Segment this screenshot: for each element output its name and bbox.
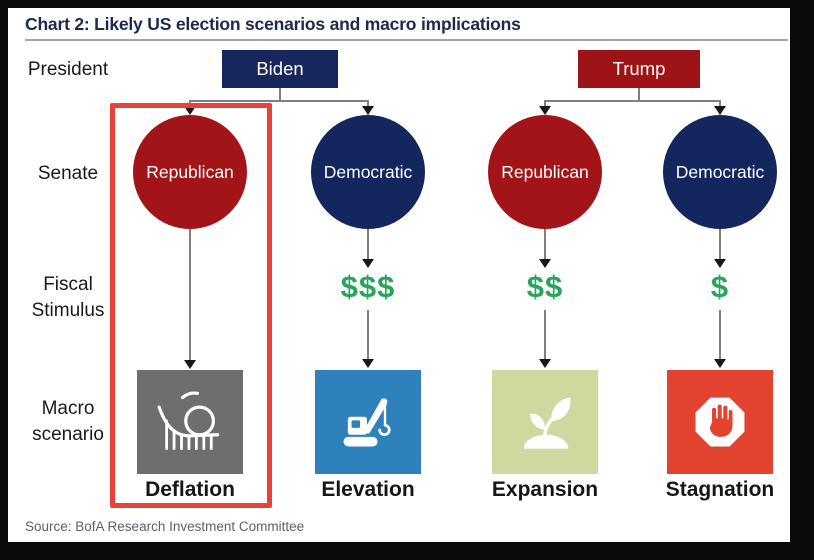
arrow-line-col2-upper: [367, 229, 369, 260]
arrowhead-to-circle-4: [714, 106, 726, 115]
macro-label-stagnation: Stagnation: [665, 478, 775, 501]
arrow-line-col4-upper: [719, 229, 721, 260]
senate-circle-biden-democratic: Democratic: [311, 115, 425, 229]
title-underline: [25, 39, 788, 41]
connector-trump-left-stub: [544, 100, 546, 107]
stop-hand-icon: [695, 397, 745, 447]
macro-box-elevation: [315, 370, 421, 474]
row-label-senate: Senate: [37, 163, 99, 184]
row-label-fiscal-line2: Stimulus: [31, 300, 105, 321]
arrowhead-to-box-1: [184, 360, 196, 369]
connector-trump-right-stub: [719, 100, 721, 107]
macro-label-elevation: Elevation: [321, 478, 415, 501]
row-label-fiscal-stimulus: Fiscal Stimulus: [16, 272, 120, 324]
fiscal-stimulus-col2: $$$: [340, 269, 396, 304]
sprout-icon: [523, 397, 571, 449]
connector-trump-branch: [544, 100, 721, 102]
president-box-biden: Biden: [222, 50, 338, 88]
president-box-trump: Trump: [578, 50, 700, 88]
connector-biden-branch: [189, 100, 369, 102]
senate-circle-biden-republican: Republican: [133, 115, 247, 229]
connector-biden-stem: [279, 88, 281, 101]
arrow-line-col2-lower: [367, 310, 369, 359]
rollercoaster-icon: [157, 391, 220, 450]
arrowhead-col2-upper: [362, 259, 374, 268]
row-label-macro-line1: Macro: [41, 398, 95, 419]
arrowhead-to-box-3: [539, 359, 551, 368]
arrow-line-col3-upper: [544, 229, 546, 260]
chart-canvas: Chart 2: Likely US election scenarios an…: [8, 8, 790, 542]
senate-circle-trump-republican: Republican: [488, 115, 602, 229]
arrowhead-to-box-2: [362, 359, 374, 368]
arrow-line-col4-lower: [719, 310, 721, 359]
arrowhead-to-circle-3: [539, 106, 551, 115]
arrow-line-col3-lower: [544, 310, 546, 359]
connector-biden-right-stub: [367, 100, 369, 107]
fiscal-stimulus-col4: $: [710, 269, 730, 304]
arrow-line-col1: [189, 229, 191, 361]
macro-label-deflation: Deflation: [145, 478, 235, 501]
macro-label-expansion: Expansion: [491, 478, 599, 501]
fiscal-stimulus-col3: $$: [526, 269, 564, 304]
arrowhead-to-box-4: [714, 359, 726, 368]
chart-title: Chart 2: Likely US election scenarios an…: [25, 14, 521, 34]
row-label-macro-scenario: Macro scenario: [16, 396, 120, 448]
source-note: Source: BofA Research Investment Committ…: [25, 519, 305, 534]
senate-circle-trump-democratic: Democratic: [663, 115, 777, 229]
row-label-fiscal-line1: Fiscal: [43, 274, 93, 295]
row-label-president: President: [27, 59, 109, 80]
row-label-macro-line2: scenario: [32, 424, 104, 445]
arrowhead-col3-upper: [539, 259, 551, 268]
connector-trump-stem: [638, 88, 640, 101]
arrowhead-col4-upper: [714, 259, 726, 268]
crane-icon: [343, 398, 391, 447]
arrowhead-to-circle-1: [184, 106, 196, 115]
arrowhead-to-circle-2: [362, 106, 374, 115]
macro-box-stagnation: [667, 370, 773, 474]
macro-box-deflation: [137, 370, 243, 474]
macro-box-expansion: [492, 370, 598, 474]
highlight-box-column1: [110, 103, 272, 508]
